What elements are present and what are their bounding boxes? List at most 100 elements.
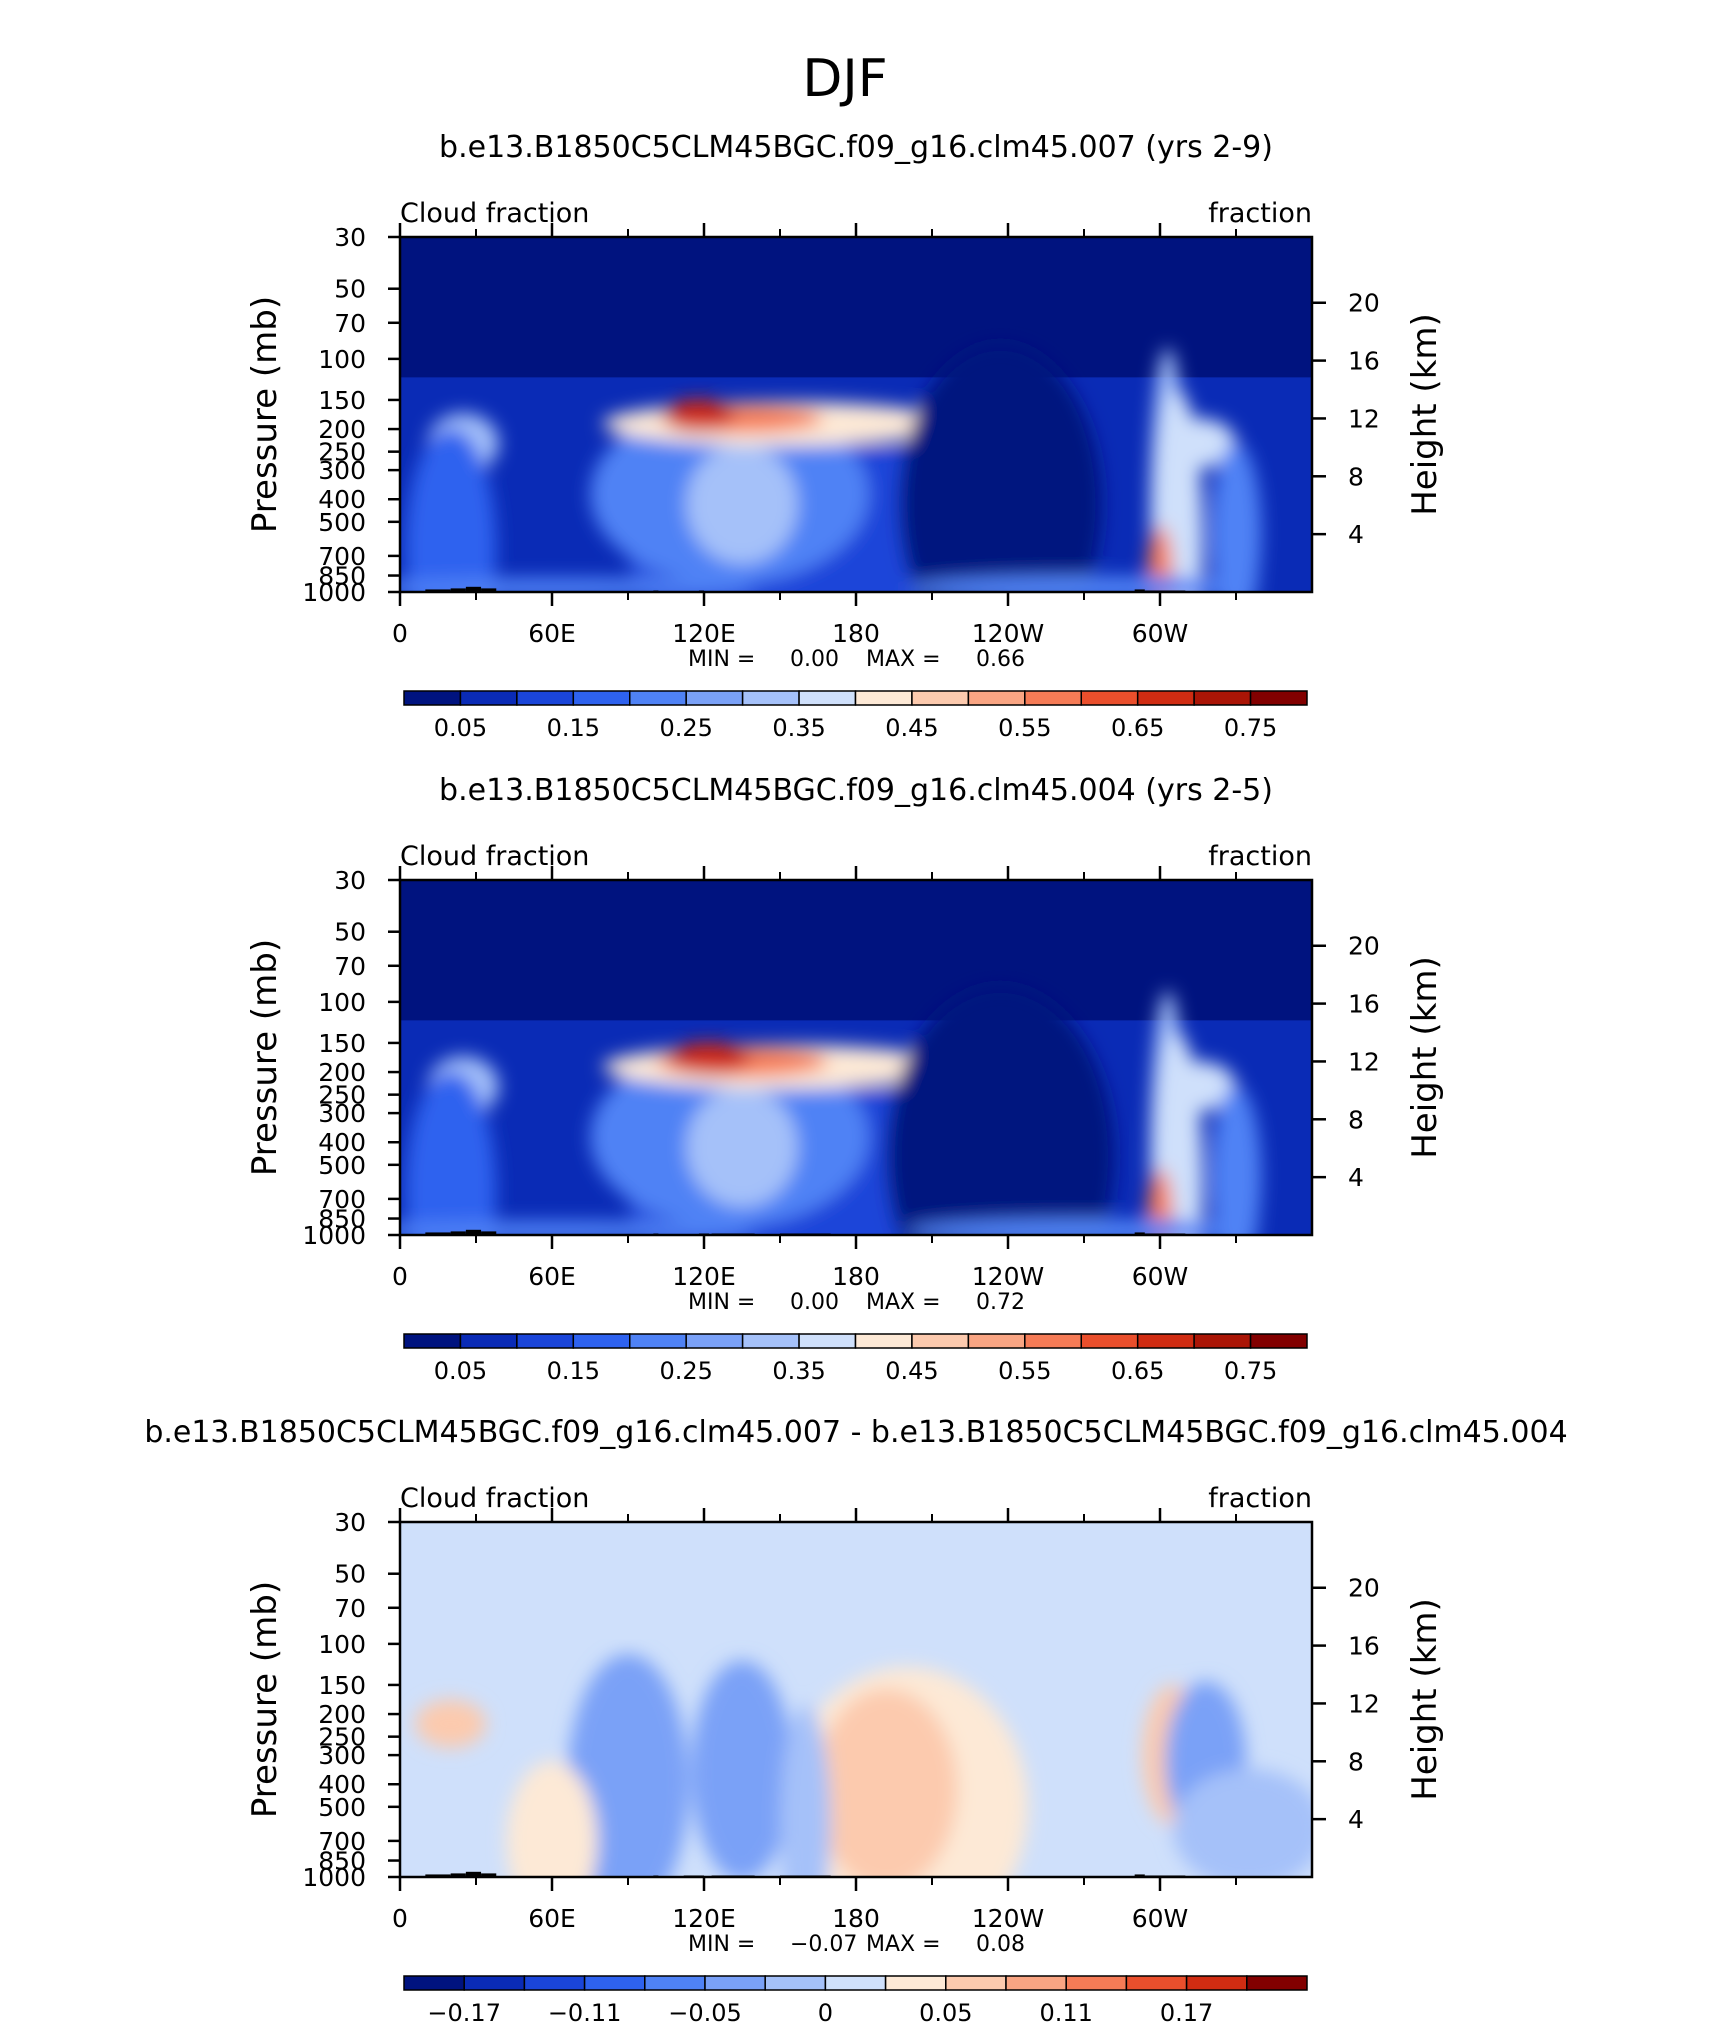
x-tick-label: 120E	[672, 619, 736, 648]
topography-bar	[465, 1229, 482, 1235]
colorbar-swatch	[403, 690, 462, 706]
colorbar-label: 0.55	[998, 714, 1051, 742]
field-region	[686, 1087, 798, 1208]
y2-tick-label: 20	[1348, 932, 1380, 961]
y-tick-label: 400	[318, 1770, 366, 1799]
colorbar-swatch	[463, 1975, 526, 1991]
field-upper-band	[400, 1522, 1312, 1663]
y2-tick-label: 8	[1348, 462, 1364, 491]
panel-title: b.e13.B1850C5CLM45BGC.f09_g16.clm45.007 …	[144, 1415, 1567, 1450]
colorbar-swatch	[403, 1333, 462, 1349]
y2-tick-label: 20	[1348, 289, 1380, 318]
colorbar-swatch	[1246, 1975, 1308, 1991]
colorbar-swatch	[1080, 1333, 1139, 1349]
field-region	[1147, 1168, 1173, 1235]
topography-bar	[465, 586, 482, 592]
max-label: MAX =	[866, 647, 941, 672]
colorbar-swatch	[1080, 690, 1139, 706]
field-blobs	[400, 986, 1262, 1235]
colorbar-swatch	[1193, 1333, 1252, 1349]
colorbar-label: 0.15	[547, 714, 600, 742]
colorbar-swatch	[1249, 690, 1308, 706]
colorbar-swatch	[798, 690, 857, 706]
colorbar-swatch	[1136, 690, 1195, 706]
colorbar-label: 0	[818, 1999, 833, 2022]
y2-axis-label: Height (km)	[1405, 1598, 1445, 1801]
x-tick-label: 180	[832, 1262, 880, 1291]
field-region	[815, 1689, 958, 1877]
field-region	[1160, 418, 1236, 469]
y-tick-label: 150	[318, 386, 366, 415]
colorbar-label: −0.11	[548, 1999, 622, 2022]
contour-field	[400, 237, 1312, 592]
y-tick-label: 700	[318, 542, 366, 571]
colorbar-label: 0.05	[434, 1357, 487, 1385]
y-tick-label: 700	[318, 1827, 366, 1856]
y-tick-label: 200	[318, 1058, 366, 1087]
contour-field	[400, 880, 1312, 1235]
x-tick-label: 60W	[1132, 619, 1189, 648]
y2-tick-label: 12	[1348, 404, 1380, 433]
x-tick-label: 0	[392, 1262, 408, 1291]
field-region	[780, 1705, 831, 1877]
colorbar-label: 0.15	[547, 1357, 600, 1385]
right-label: fraction	[1208, 198, 1312, 229]
field-upper-band	[400, 237, 1312, 378]
y-tick-label: 50	[334, 1560, 366, 1589]
y-axis-label: Pressure (mb)	[245, 939, 285, 1176]
left-label: Cloud fraction	[400, 198, 589, 229]
colorbar-swatch	[1136, 1333, 1195, 1349]
y-tick-label: 250	[318, 1081, 366, 1110]
y-tick-label: 300	[318, 1741, 366, 1770]
y-tick-label: 1000	[302, 1863, 366, 1892]
max-value: 0.66	[976, 647, 1025, 672]
x-tick-label: 120E	[672, 1262, 736, 1291]
y2-tick-label: 16	[1348, 347, 1380, 376]
y-tick-label: 850	[318, 1205, 366, 1234]
topography-bar	[481, 1873, 497, 1877]
y2-tick-label: 16	[1348, 990, 1380, 1019]
y-tick-label: 50	[334, 918, 366, 947]
colorbar: −0.17 −0.11 −0.05 0 0.05 0.11 0.17	[403, 1975, 1308, 2027]
colorbar-swatch	[572, 690, 631, 706]
field-region	[1210, 1086, 1262, 1235]
colorbar-swatch	[629, 1333, 687, 1349]
y2-tick-label: 12	[1348, 1689, 1380, 1718]
y-tick-label: 150	[318, 1029, 366, 1058]
y-tick-label: 1000	[302, 1221, 366, 1250]
contour-field	[400, 1522, 1312, 1877]
topography-bar	[1134, 1232, 1145, 1235]
field-region	[1147, 525, 1173, 592]
x-tick-label: 60W	[1132, 1262, 1189, 1291]
colorbar-swatch	[644, 1975, 706, 1991]
right-label: fraction	[1208, 841, 1312, 872]
x-tick-label: 0	[392, 619, 408, 648]
y-tick-label: 100	[318, 988, 366, 1017]
colorbar-label: 0.05	[919, 1999, 972, 2022]
y2-tick-label: 4	[1348, 1805, 1364, 1834]
x-tick-label: 120W	[972, 1904, 1044, 1933]
panel-title: b.e13.B1850C5CLM45BGC.f09_g16.clm45.004 …	[439, 773, 1273, 808]
colorbar-swatch	[741, 1333, 800, 1349]
field-region	[663, 399, 735, 432]
colorbar-swatch	[1024, 690, 1082, 706]
field-region	[906, 1218, 1262, 1235]
colorbar-label: 0.25	[659, 1357, 712, 1385]
colorbar-swatch	[704, 1975, 766, 1991]
y-tick-label: 300	[318, 456, 366, 485]
field-blobs	[415, 1654, 1312, 1877]
colorbar: 0.05 0.15 0.25 0.35 0.45 0.55 0.65 0.75	[403, 690, 1308, 742]
y-tick-label: 100	[318, 345, 366, 374]
colorbar-swatch	[854, 1333, 913, 1349]
colorbar-label: 0.11	[1039, 1999, 1092, 2022]
figure-title: DJF	[802, 49, 887, 109]
topography-bar	[465, 1871, 482, 1877]
x-tick-label: 180	[832, 1904, 880, 1933]
x-tick-label: 120W	[972, 619, 1044, 648]
y-tick-label: 400	[318, 1128, 366, 1157]
colorbar-label: 0.35	[772, 714, 825, 742]
x-tick-label: 60E	[528, 1262, 576, 1291]
y-tick-label: 200	[318, 1700, 366, 1729]
y-tick-label: 150	[318, 1671, 366, 1700]
y-tick-label: 100	[318, 1630, 366, 1659]
